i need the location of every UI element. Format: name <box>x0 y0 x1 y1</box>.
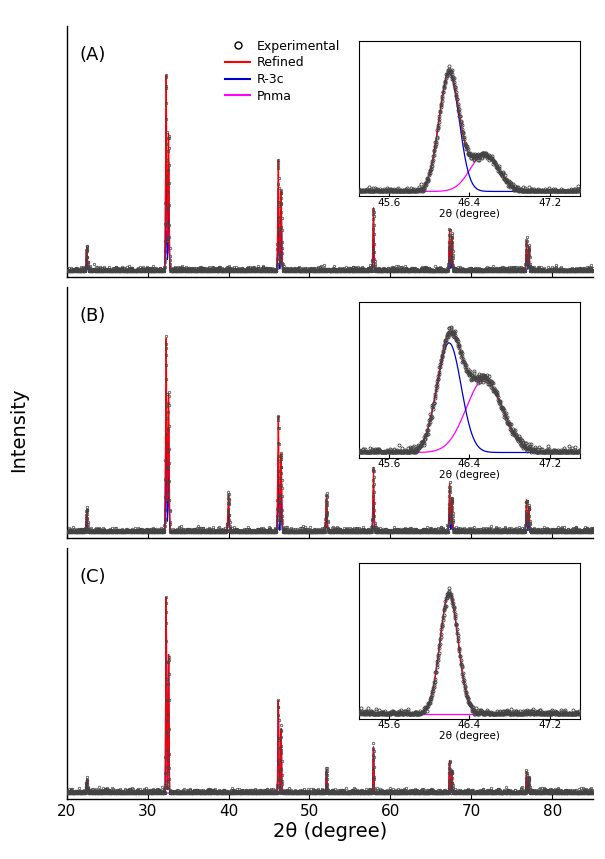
X-axis label: 2θ (degree): 2θ (degree) <box>273 821 387 840</box>
Text: (A): (A) <box>80 46 106 64</box>
Text: Intensity: Intensity <box>9 387 28 472</box>
Text: (C): (C) <box>80 568 106 586</box>
Legend: Experimental, Refined, R-3c, Pnma: Experimental, Refined, R-3c, Pnma <box>220 34 345 107</box>
Text: (B): (B) <box>80 307 106 325</box>
